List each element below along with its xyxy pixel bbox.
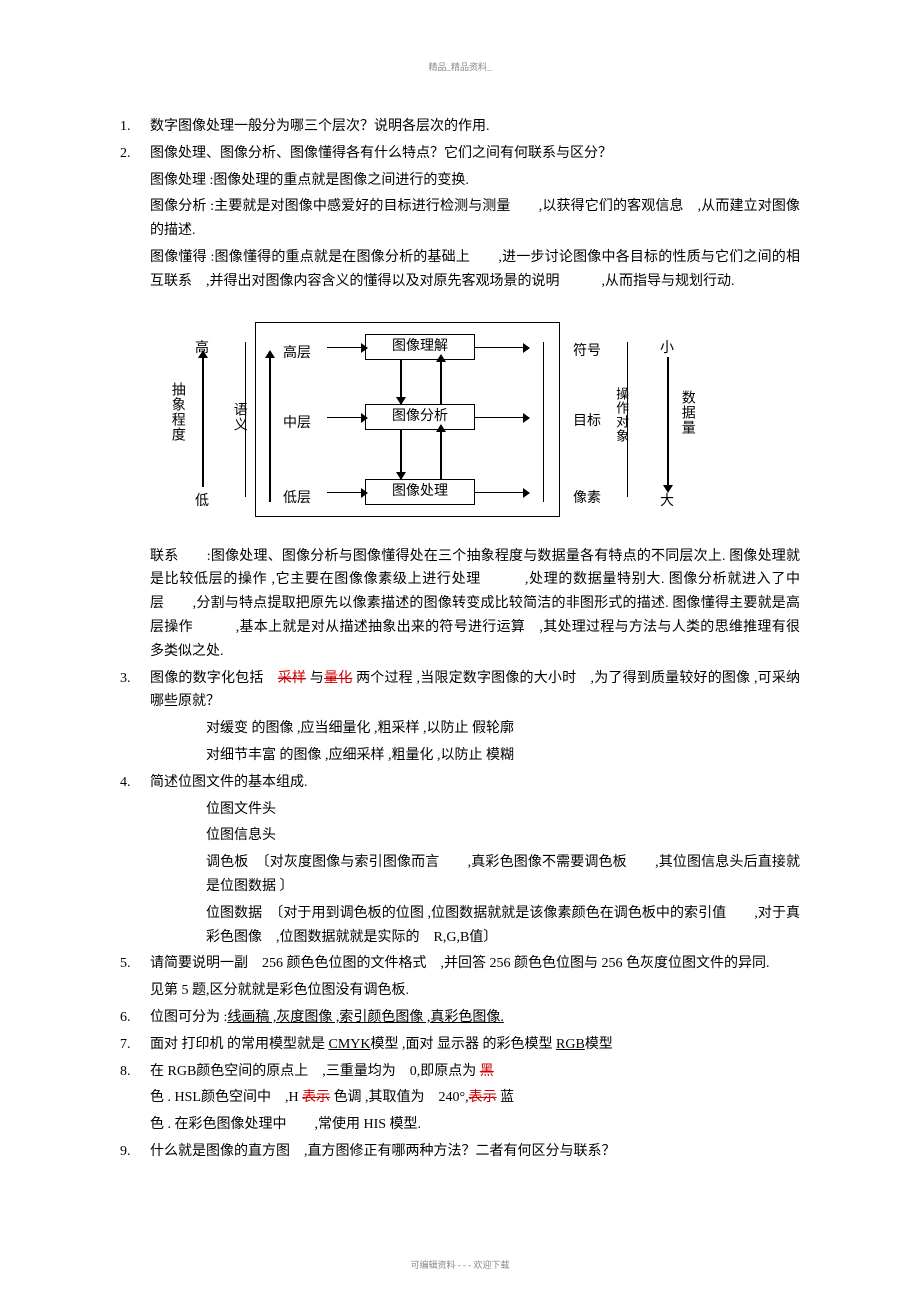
- q6-list: 线画稿 ,灰度图像 ,索引颜色图像 ,真彩色图像.: [227, 1010, 504, 1025]
- dia-arrow-up1: [440, 360, 442, 404]
- dia-h3: [327, 492, 363, 494]
- dia-c2: 中层: [283, 412, 311, 436]
- item-text: 对细节丰富 的图像 ,应细采样 ,粗量化 ,以防止 模糊: [150, 744, 800, 768]
- item-num: 5.: [120, 952, 150, 976]
- dia-arrow-up2: [440, 430, 442, 479]
- q7-mid: 模型 ,面对 显示器 的彩色模型: [371, 1037, 557, 1052]
- item-num: 9.: [120, 1140, 150, 1164]
- dia-arrowhead: [198, 350, 208, 358]
- dia-arrowhead: [436, 424, 446, 432]
- q7-rgb: RGB: [556, 1037, 585, 1052]
- page-header: 精品_精品资料_: [0, 60, 920, 75]
- dia-arrowhead: [396, 472, 406, 480]
- dia-arrowhead: [523, 343, 530, 353]
- item-text: 位图数据 〔对于用到调色板的位图 ,位图数据就就是该像素颜色在调色板中的索引值 …: [150, 902, 800, 950]
- item-text: 位图可分为 :线画稿 ,灰度图像 ,索引颜色图像 ,真彩色图像.: [150, 1006, 800, 1030]
- dia-arrowhead: [523, 488, 530, 498]
- dia-line: [245, 342, 246, 497]
- item-text: 图像分析 :主要就是对图像中感爱好的目标进行检测与测量 ,以获得它们的客观信息 …: [150, 195, 800, 243]
- dia-group-left: 语义: [227, 402, 251, 432]
- dia-left-bot: 低: [195, 490, 209, 514]
- q8-prefix: 在 RGB颜色空间的原点上 ,三重量均为 0,即原点为: [150, 1064, 480, 1079]
- item-text: 位图文件头: [150, 798, 800, 822]
- dia-hr2: [475, 417, 525, 419]
- dia-arrow-right: [667, 357, 669, 487]
- q3-sample: 采样: [278, 671, 306, 686]
- dia-fr-bot: 大: [660, 490, 674, 514]
- dia-h1: [327, 347, 363, 349]
- q3-prefix: 图像的数字化包括: [150, 671, 278, 686]
- item-text: 图像处理、图像分析、图像懂得各有什么特点？它们之间有何联系与区分？: [150, 142, 800, 166]
- dia-box-top: 图像理解: [365, 334, 475, 360]
- q6-prefix: 位图可分为 :: [150, 1010, 227, 1025]
- q3-and: 与: [306, 671, 324, 686]
- dia-hr3: [475, 492, 525, 494]
- q8-show: 表示: [302, 1090, 330, 1105]
- item-text: 位图信息头: [150, 824, 800, 848]
- dia-fr-mid: 数据量: [675, 390, 699, 435]
- hierarchy-diagram: 高 抽象程度 低 语义 高层 中层 低层 图像理解 图像分析 图像处理: [165, 312, 695, 527]
- item-text: 色 . HSL颜色空间中 ,H 表示 色调 ,其取值为 240°,表示 蓝: [150, 1086, 800, 1110]
- dia-group-right: 操作对象: [610, 387, 632, 443]
- dia-c3: 低层: [283, 487, 311, 511]
- dia-arrowhead: [361, 343, 368, 353]
- item-text: 色 . 在彩色图像处理中 ,常使用 HIS 模型.: [150, 1113, 800, 1137]
- dia-line: [543, 342, 544, 502]
- item-text: 见第 5 题,区分就就是彩色位图没有调色板.: [150, 979, 800, 1003]
- dia-h2: [327, 417, 363, 419]
- dia-inner-left-arrow: [269, 357, 271, 502]
- item-text: 请简要说明一副 256 颜色色位图的文件格式 ,并回答 256 颜色色位图与 2…: [150, 952, 800, 976]
- q7-cmyk: CMYK: [329, 1037, 371, 1052]
- dia-arrowhead: [523, 413, 530, 423]
- item-text: 图像懂得 :图像懂得的重点就是在图像分析的基础上 ,进一步讨论图像中各目标的性质…: [150, 246, 800, 294]
- dia-r1: 符号: [573, 340, 601, 364]
- dia-arrowhead: [265, 350, 275, 358]
- dia-arrow-left: [202, 357, 204, 487]
- item-num: 7.: [120, 1033, 150, 1057]
- dia-box-mid: 图像分析: [365, 404, 475, 430]
- dia-r3: 像素: [573, 487, 601, 511]
- q7-prefix: 面对 打印机 的常用模型就是: [150, 1037, 329, 1052]
- dia-arrowhead: [436, 354, 446, 362]
- dia-hr1: [475, 347, 525, 349]
- content: 1.数字图像处理一般分为哪三个层次？说明各层次的作用. 2.图像处理、图像分析、…: [120, 115, 800, 1164]
- q3-quant: 量化: [324, 671, 352, 686]
- item-num: 8.: [120, 1060, 150, 1084]
- dia-arrowhead: [361, 413, 368, 423]
- item-num: [120, 545, 150, 664]
- item-num: 6.: [120, 1006, 150, 1030]
- item-num: [120, 169, 150, 193]
- item-text: 简述位图文件的基本组成.: [150, 771, 800, 795]
- item-num: 2.: [120, 142, 150, 166]
- item-text: 在 RGB颜色空间的原点上 ,三重量均为 0,即原点为 黑: [150, 1060, 800, 1084]
- q8-black: 黑: [480, 1064, 494, 1079]
- dia-r2: 目标: [573, 410, 601, 434]
- item-text: 面对 打印机 的常用模型就是 CMYK模型 ,面对 显示器 的彩色模型 RGB模…: [150, 1033, 800, 1057]
- item-text: 什么就是图像的直方图 ,直方图修正有哪两种方法？二者有何区分与联系？: [150, 1140, 800, 1164]
- q8b-prefix: 色 . HSL颜色空间中 ,H: [150, 1090, 302, 1105]
- page-footer: 可编辑资料 - - - 欢迎下载: [0, 1258, 920, 1273]
- item-num: 4.: [120, 771, 150, 795]
- item-text: 调色板 〔对灰度图像与索引图像而言 ,真彩色图像不需要调色板 ,其位图信息头后直…: [150, 851, 800, 899]
- item-text: 图像的数字化包括 采样 与量化 两个过程 ,当限定数字图像的大小时 ,为了得到质…: [150, 667, 800, 715]
- item-num: 1.: [120, 115, 150, 139]
- item-text: 图像处理 :图像处理的重点就是图像之间进行的变换.: [150, 169, 800, 193]
- dia-c1: 高层: [283, 342, 311, 366]
- item-text: 数字图像处理一般分为哪三个层次？说明各层次的作用.: [150, 115, 800, 139]
- item-num: [120, 195, 150, 243]
- item-num: 3.: [120, 667, 150, 715]
- dia-arrowhead: [396, 397, 406, 405]
- q8-show2: 表示: [469, 1090, 497, 1105]
- dia-arrowhead: [361, 488, 368, 498]
- dia-line: [627, 342, 628, 497]
- q8-blue: 蓝: [497, 1090, 515, 1105]
- q8-tone: 色调 ,其取值为 240°,: [330, 1090, 469, 1105]
- dia-box-bot: 图像处理: [365, 479, 475, 505]
- q7-end: 模型: [585, 1037, 613, 1052]
- dia-left-mid: 抽象程度: [165, 382, 189, 442]
- item-num: [120, 246, 150, 294]
- item-text: 联系 :图像处理、图像分析与图像懂得处在三个抽象程度与数据量各有特点的不同层次上…: [150, 545, 800, 664]
- item-text: 对缓变 的图像 ,应当细量化 ,粗采样 ,以防止 假轮廓: [150, 717, 800, 741]
